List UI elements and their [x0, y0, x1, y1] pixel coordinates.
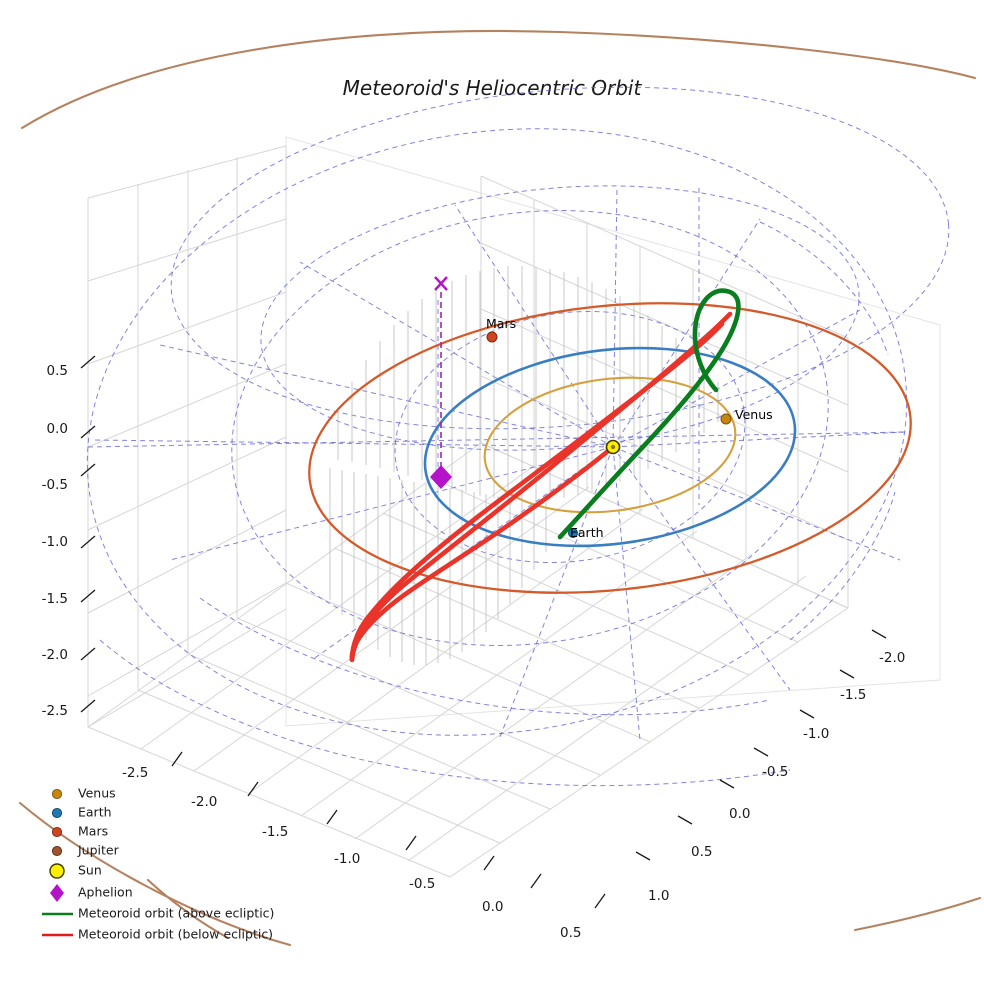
svg-text:-1.5: -1.5 — [42, 591, 68, 607]
meteoroid-orbit-below-ecliptic-far — [349, 321, 725, 663]
aphelion-group — [430, 276, 452, 489]
circle-marker-icon — [51, 807, 63, 819]
svg-text:-2.0: -2.0 — [191, 794, 217, 810]
planet-orbits — [308, 302, 912, 594]
aphelion-x-marker[interactable] — [434, 276, 448, 291]
legend: Venus Earth Mars Jupiter Sun — [42, 786, 274, 942]
mars-label: Mars — [486, 316, 516, 331]
axes-pane-grid — [87, 136, 941, 878]
y-axis-tick-labels: -2.0 -1.5 -1.0 -0.5 0.0 0.5 1.0 — [648, 650, 905, 904]
meteoroid-orbit-above-ecliptic — [557, 288, 741, 540]
z-axis-tick-labels: 0.5 0.0 -0.5 -1.0 -1.5 -2.0 -2.5 — [42, 363, 68, 719]
svg-text:-2.0: -2.0 — [879, 650, 905, 666]
svg-text:-2.5: -2.5 — [122, 765, 148, 781]
sun-marker-icon — [49, 863, 65, 879]
page-title: Meteoroid's Heliocentric Orbit — [343, 76, 643, 100]
planet-markers: Mars Venus Earth — [486, 316, 773, 540]
legend-label: Earth — [78, 805, 112, 820]
circle-marker-icon — [51, 845, 63, 857]
legend-item-aphelion[interactable]: Aphelion — [50, 884, 133, 902]
svg-text:-1.5: -1.5 — [262, 824, 288, 840]
svg-text:0.5: 0.5 — [47, 363, 68, 379]
svg-text:-2.0: -2.0 — [42, 647, 68, 663]
mars-marker[interactable] — [486, 331, 498, 343]
circle-marker-icon — [51, 826, 63, 838]
legend-label: Meteoroid orbit (above ecliptic) — [78, 906, 274, 921]
svg-text:-0.5: -0.5 — [42, 477, 68, 493]
legend-label: Aphelion — [78, 885, 133, 900]
legend-item-mars[interactable]: Mars — [51, 824, 108, 839]
meteoroid-orbit-red-composite — [356, 310, 766, 677]
svg-text:0.0: 0.0 — [47, 421, 68, 437]
svg-text:0.5: 0.5 — [691, 844, 712, 860]
svg-text:-0.5: -0.5 — [409, 876, 435, 892]
earth-orbit — [423, 346, 797, 548]
svg-text:-2.5: -2.5 — [42, 703, 68, 719]
legend-label: Venus — [78, 786, 116, 801]
venus-label: Venus — [735, 407, 773, 422]
legend-label: Mars — [78, 824, 108, 839]
svg-text:-1.5: -1.5 — [840, 687, 866, 703]
svg-text:1.0: 1.0 — [648, 888, 669, 904]
venus-marker[interactable] — [720, 413, 732, 425]
diamond-marker-icon — [50, 884, 64, 902]
mars-orbit — [308, 302, 912, 594]
legend-label: Meteoroid orbit (below ecliptic) — [78, 927, 273, 942]
legend-item-meteoroid-above[interactable]: Meteoroid orbit (above ecliptic) — [42, 906, 274, 921]
jupiter-orbit — [18, 29, 982, 947]
earth-label: Earth — [570, 525, 604, 540]
orbit-projection-stems — [329, 266, 719, 665]
legend-label: Sun — [78, 863, 102, 878]
svg-text:-1.0: -1.0 — [803, 726, 829, 742]
earth-marker[interactable] — [568, 528, 578, 538]
svg-text:-1.0: -1.0 — [42, 534, 68, 550]
legend-item-meteoroid-below[interactable]: Meteoroid orbit (below ecliptic) — [42, 927, 273, 942]
circle-marker-icon — [51, 788, 63, 800]
legend-item-earth[interactable]: Earth — [51, 805, 112, 820]
legend-item-jupiter[interactable]: Jupiter — [51, 843, 120, 858]
legend-item-sun[interactable]: Sun — [49, 863, 102, 879]
legend-item-venus[interactable]: Venus — [51, 786, 116, 801]
sun-core — [610, 444, 616, 450]
svg-text:0.5: 0.5 — [560, 925, 581, 941]
axis-ticks — [80, 355, 887, 909]
svg-text:0.0: 0.0 — [729, 806, 750, 822]
aphelion-diamond-marker[interactable] — [430, 465, 452, 489]
svg-text:0.0: 0.0 — [482, 899, 503, 915]
venus-orbit — [483, 376, 737, 514]
legend-label: Jupiter — [77, 843, 120, 858]
svg-text:-1.0: -1.0 — [334, 851, 360, 867]
svg-text:-0.5: -0.5 — [762, 764, 788, 780]
x-axis-tick-labels: -2.5 -2.0 -1.5 -1.0 -0.5 0.0 0.5 — [122, 765, 581, 941]
polar-grid — [86, 86, 950, 787]
